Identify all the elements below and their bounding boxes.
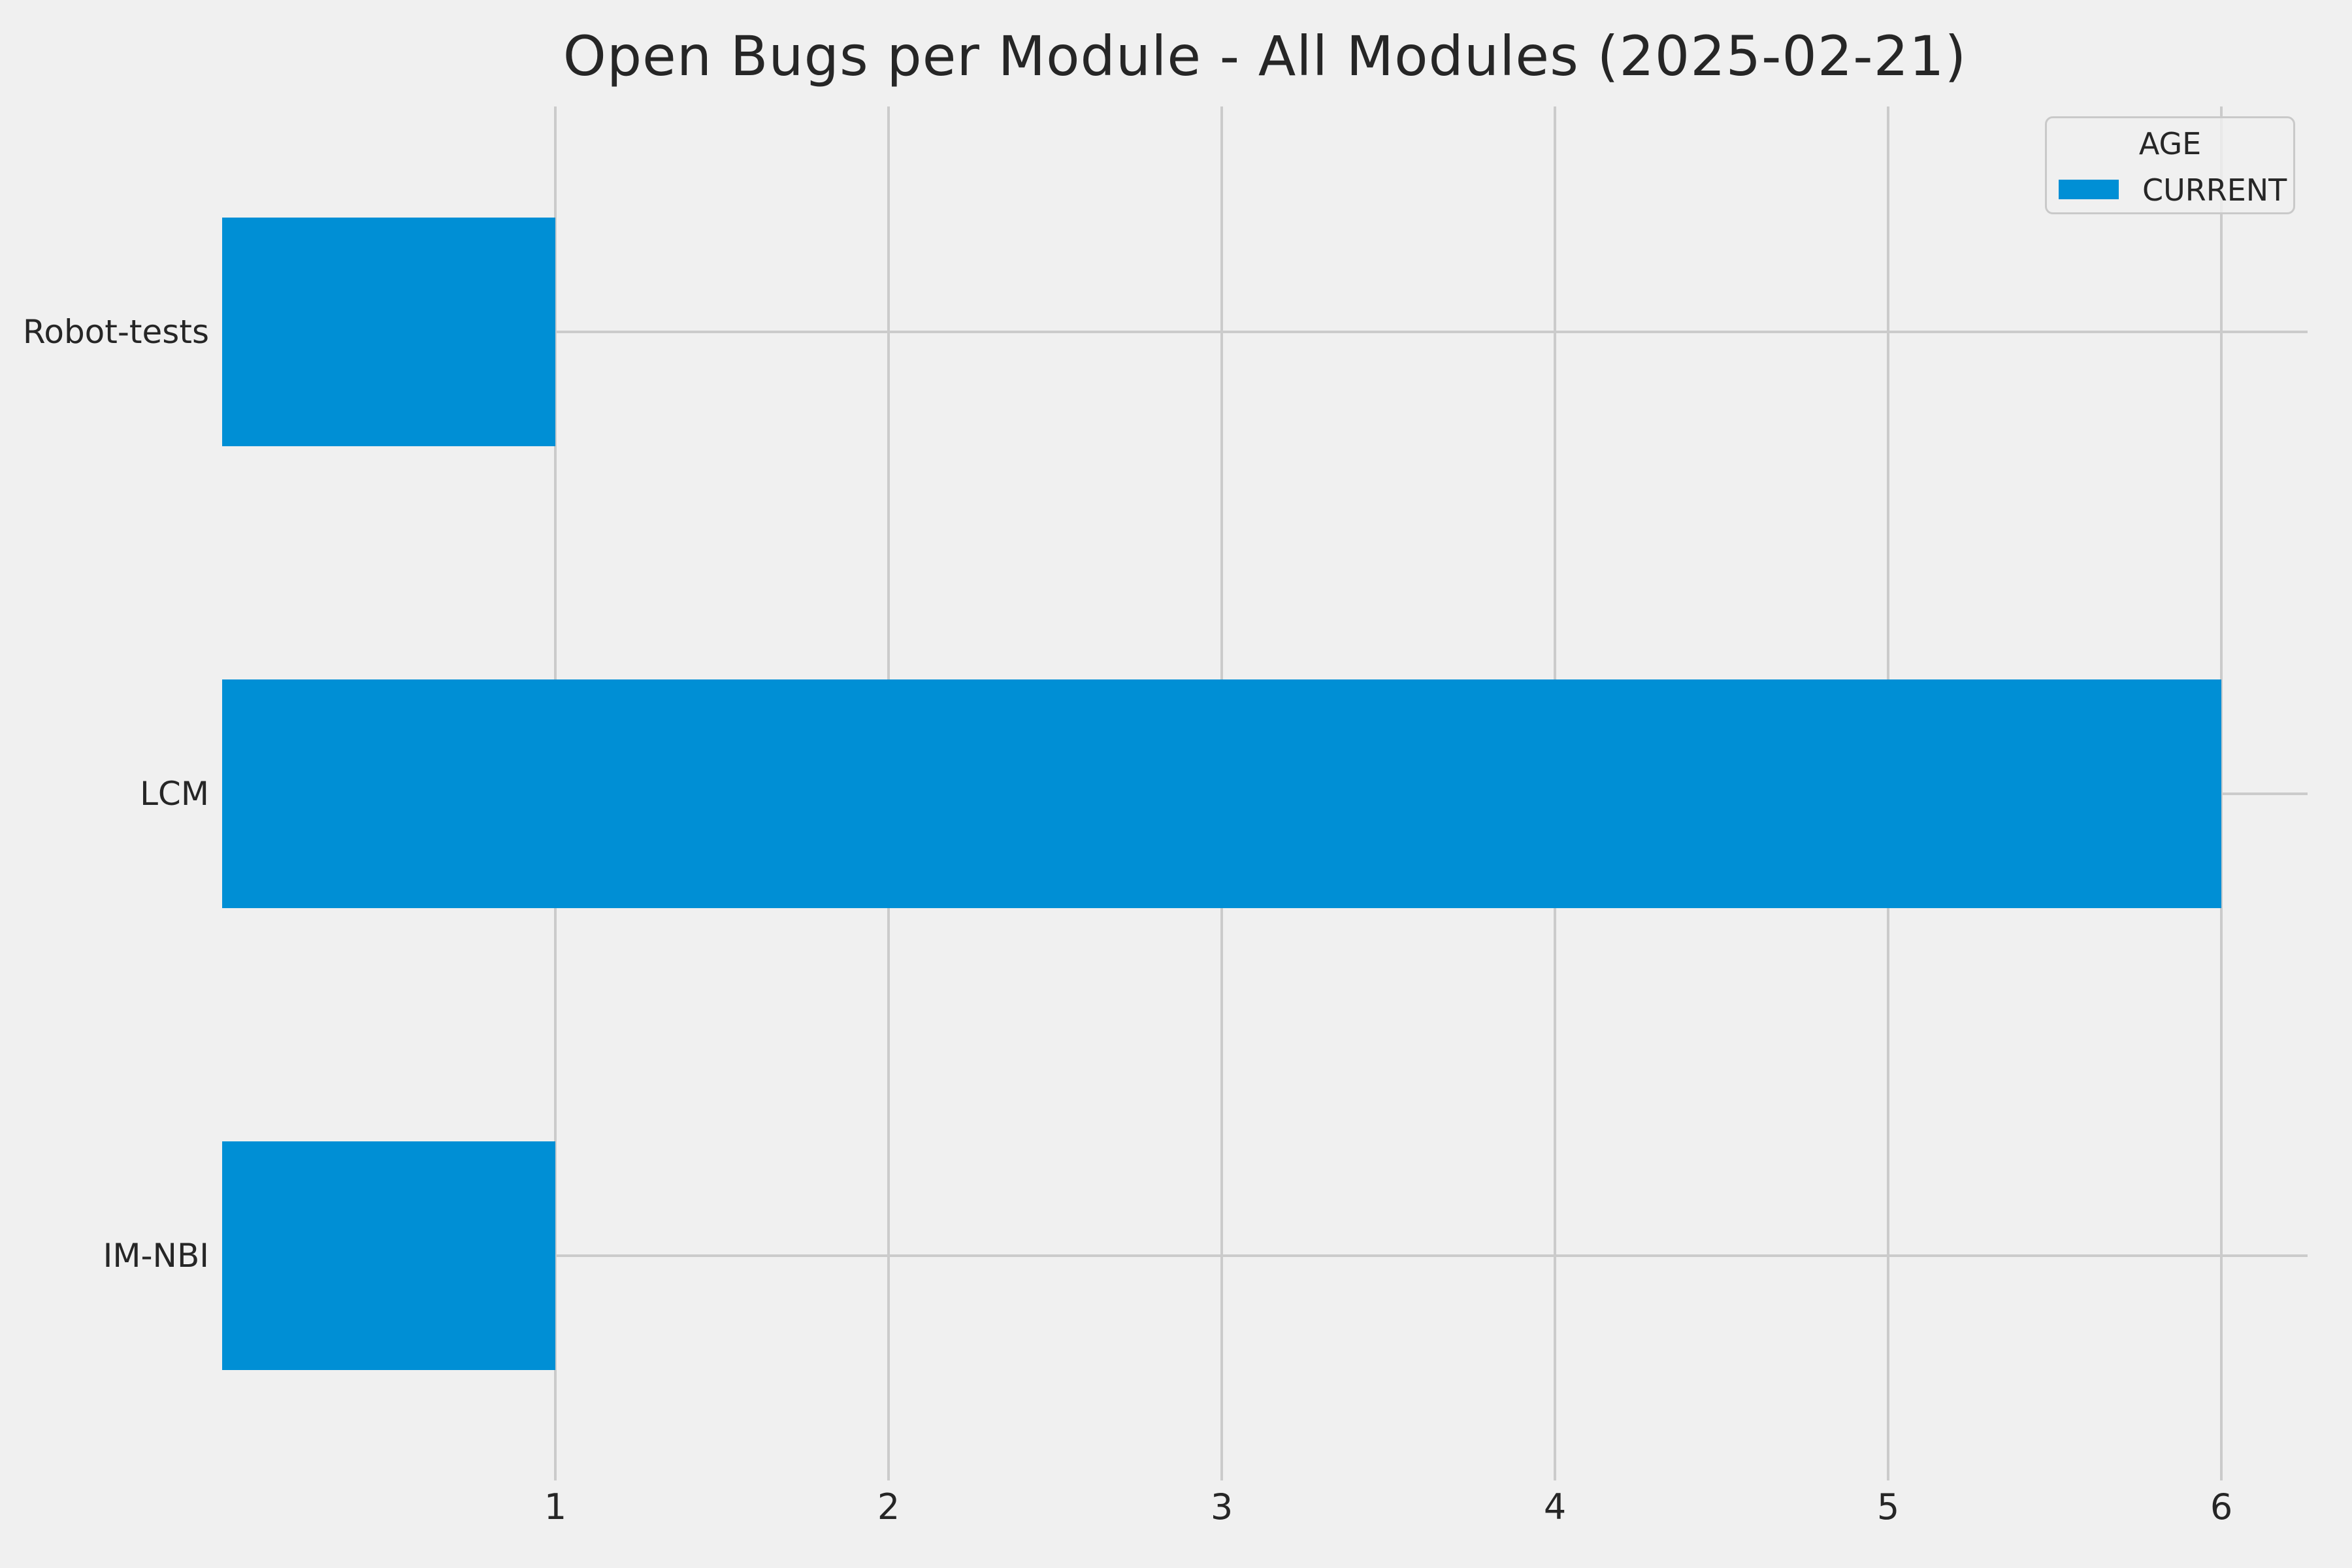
x-tick-label: 1: [544, 1486, 567, 1527]
bar-IM-NBI: [222, 1141, 555, 1370]
legend-title: AGE: [2138, 126, 2202, 161]
y-tick-label: Robot-tests: [22, 313, 209, 351]
x-tick-label: 2: [877, 1486, 900, 1527]
bar-Robot-tests: [222, 218, 555, 446]
y-tick-label: IM-NBI: [103, 1237, 209, 1275]
chart-title: Open Bugs per Module - All Modules (2025…: [563, 24, 1967, 88]
x-tick-label: 6: [2210, 1486, 2233, 1527]
legend-entry-label: CURRENT: [2142, 172, 2287, 208]
plot-area: [222, 106, 2308, 1480]
bar-LCM: [222, 679, 2221, 908]
x-tick-label: 5: [1876, 1486, 1900, 1527]
legend-swatch: [2059, 180, 2119, 199]
gridline-y: [222, 331, 2308, 333]
x-tick-label: 3: [1210, 1486, 1233, 1527]
legend: AGE CURRENT: [2045, 116, 2295, 214]
gridline-y: [222, 1254, 2308, 1257]
y-tick-label: LCM: [140, 775, 209, 813]
x-tick-label: 4: [1543, 1486, 1567, 1527]
